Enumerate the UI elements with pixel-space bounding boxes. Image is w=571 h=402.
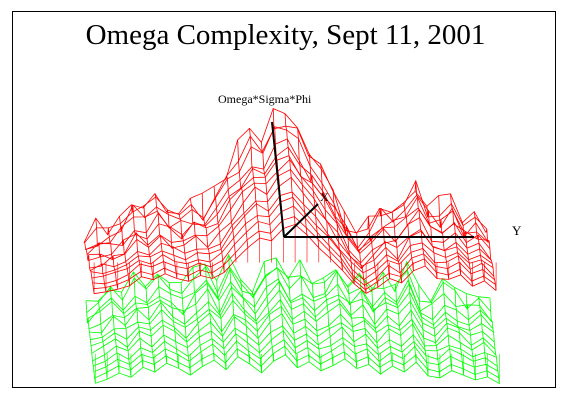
- red-mesh-row: [89, 168, 492, 270]
- red-mesh-column: [119, 216, 130, 286]
- green-mesh-column: [335, 269, 346, 359]
- green-mesh-column: [263, 261, 274, 362]
- green-mesh-column: [465, 293, 476, 381]
- green-mesh-column: [430, 301, 441, 378]
- series-green-surface: [85, 253, 500, 384]
- red-mesh-column: [83, 241, 95, 294]
- red-mesh-column: [201, 193, 213, 279]
- green-mesh-column: [97, 301, 108, 380]
- green-mesh-column: [216, 280, 227, 370]
- axes-group: Omega*Sigma*Phi X Y: [218, 92, 522, 238]
- green-mesh-column: [406, 261, 417, 363]
- red-mesh-column: [438, 195, 450, 280]
- red-mesh-column: [402, 202, 414, 271]
- red-mesh-column: [190, 198, 201, 276]
- red-mesh-column: [213, 186, 225, 273]
- green-mesh-column: [180, 282, 191, 376]
- red-mesh-column: [237, 139, 249, 248]
- green-mesh-column: [382, 272, 393, 367]
- green-mesh-column: [370, 287, 381, 375]
- red-mesh-column: [379, 208, 391, 279]
- green-mesh-column: [418, 284, 429, 376]
- red-mesh-column: [249, 128, 261, 239]
- green-mesh-column: [168, 282, 179, 369]
- green-mesh-column: [145, 286, 156, 373]
- green-mesh-column: [477, 296, 488, 377]
- green-mesh-column: [85, 300, 96, 384]
- red-mesh-column: [414, 180, 426, 267]
- red-mesh-column: [308, 153, 320, 248]
- green-mesh-column: [489, 297, 500, 384]
- plot-frame: [12, 11, 556, 388]
- green-mesh-column: [133, 271, 144, 368]
- red-mesh-row: [92, 205, 495, 286]
- x-axis-label: X: [320, 190, 329, 204]
- green-mesh-column: [287, 277, 298, 368]
- z-axis-line: [271, 121, 285, 238]
- green-mesh-column: [109, 286, 120, 374]
- red-mesh-column: [355, 232, 367, 294]
- red-mesh-column: [142, 205, 154, 280]
- red-mesh-column: [473, 211, 485, 282]
- red-mesh-column: [367, 216, 379, 288]
- green-mesh-column: [121, 292, 132, 378]
- green-mesh-column: [204, 263, 215, 361]
- green-mesh-column: [192, 267, 203, 367]
- red-mesh-column: [485, 228, 497, 291]
- red-mesh-column: [107, 227, 119, 290]
- red-mesh-column: [154, 193, 166, 274]
- green-mesh-column: [347, 286, 358, 369]
- series-red-surface: [83, 107, 497, 295]
- green-mesh-column: [358, 273, 370, 365]
- red-mesh-column: [130, 204, 142, 277]
- red-mesh-row: [90, 191, 494, 275]
- y-axis-label: Y: [512, 223, 522, 238]
- red-mesh-row: [83, 107, 487, 243]
- x-axis-line: [283, 203, 319, 238]
- z-axis-label: Omega*Sigma*Phi: [218, 92, 312, 106]
- green-mesh-column: [394, 284, 405, 373]
- red-mesh-row: [84, 125, 488, 243]
- green-mesh-column: [252, 292, 263, 373]
- green-mesh-column: [454, 287, 465, 376]
- green-mesh-column: [323, 277, 334, 366]
- red-mesh-column: [332, 189, 343, 271]
- green-mesh-column: [228, 254, 239, 357]
- green-mesh-column: [275, 257, 286, 355]
- green-mesh-column: [156, 273, 168, 364]
- red-mesh-column: [166, 209, 178, 279]
- red-mesh-column: [391, 211, 402, 283]
- red-mesh-column: [261, 142, 272, 241]
- red-mesh-column: [178, 213, 190, 282]
- red-mesh-column: [225, 175, 237, 260]
- red-mesh-column: [426, 206, 438, 279]
- chart-title: Omega Complexity, Sept 11, 2001: [85, 19, 486, 51]
- green-mesh-column: [442, 278, 453, 371]
- red-mesh-column: [343, 211, 355, 285]
- green-mesh-column: [299, 259, 310, 362]
- red-mesh-column: [95, 218, 107, 292]
- red-mesh-column: [320, 163, 331, 259]
- green-mesh-column: [311, 283, 322, 371]
- red-mesh-column: [284, 113, 296, 225]
- green-mesh-column: [240, 279, 251, 365]
